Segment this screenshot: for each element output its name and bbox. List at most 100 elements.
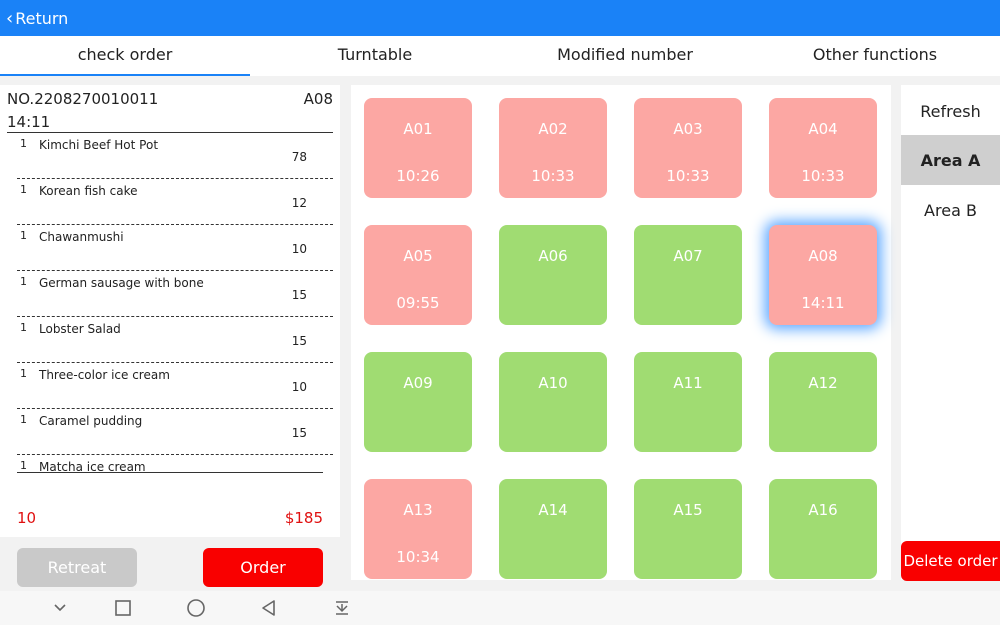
item-price: 15 (291, 288, 307, 302)
table-id: A08 (808, 247, 838, 265)
table-id: A12 (808, 374, 838, 392)
tab-other-functions[interactable]: Other functions (812, 45, 938, 64)
order-item: 1 Caramel pudding 15 (17, 409, 333, 455)
area-a-button[interactable]: Area A (901, 135, 1000, 185)
chevron-left-icon: ‹ (6, 7, 14, 29)
order-item: 1 Lobster Salad 15 (17, 317, 333, 363)
top-bar: ‹ Return (0, 0, 1000, 36)
item-price: 15 (291, 334, 307, 348)
order-item-list[interactable]: 1 Kimchi Beef Hot Pot 78 1 Korean fish c… (17, 133, 333, 473)
table-time: 14:11 (801, 294, 845, 312)
item-price: 78 (291, 150, 307, 164)
table-tile[interactable]: A01 10:26 (364, 98, 472, 198)
table-grid: A01 10:26 A02 10:33 A03 10:33 A04 10:33 … (351, 85, 891, 580)
item-qty: 1 (20, 183, 27, 196)
table-tile[interactable]: A10 (499, 352, 607, 452)
table-id: A05 (403, 247, 433, 265)
table-tile[interactable]: A16 (769, 479, 877, 579)
table-tile[interactable]: A05 09:55 (364, 225, 472, 325)
tab-turntable[interactable]: Turntable (337, 45, 413, 64)
order-item: 1 Korean fish cake 12 (17, 179, 333, 225)
order-panel: NO.2208270010011 A08 14:11 1 Kimchi Beef… (0, 85, 340, 537)
table-tile[interactable]: A03 10:33 (634, 98, 742, 198)
table-tile[interactable]: A08 14:11 (769, 225, 877, 325)
tab-check-order[interactable]: check order (0, 36, 250, 76)
table-time: 09:55 (396, 294, 440, 312)
item-qty: 1 (20, 321, 27, 334)
divider (17, 472, 323, 473)
item-qty: 1 (20, 229, 27, 242)
item-name: German sausage with bone (39, 276, 204, 290)
item-qty: 1 (20, 367, 27, 380)
table-tile[interactable]: A14 (499, 479, 607, 579)
divider (7, 132, 333, 133)
table-time: 10:33 (801, 167, 845, 185)
table-tile[interactable]: A09 (364, 352, 472, 452)
item-price: 15 (291, 426, 307, 440)
item-name: Kimchi Beef Hot Pot (39, 138, 159, 152)
table-tile[interactable]: A11 (634, 352, 742, 452)
table-id: A07 (673, 247, 703, 265)
table-time: 10:34 (396, 548, 440, 566)
order-item: 1 Three-color ice cream 10 (17, 363, 333, 409)
return-label: Return (15, 9, 69, 28)
item-name: Matcha ice cream (39, 460, 146, 473)
home-icon[interactable] (186, 598, 206, 618)
item-qty: 1 (20, 459, 27, 472)
total-amount: $185 (284, 509, 323, 527)
table-tile[interactable]: A06 (499, 225, 607, 325)
table-tile[interactable]: A07 (634, 225, 742, 325)
table-id: A06 (538, 247, 568, 265)
item-price: 12 (291, 196, 307, 210)
order-time: 14:11 (7, 113, 51, 131)
table-id: A14 (538, 501, 568, 519)
order-item: 1 Kimchi Beef Hot Pot 78 (17, 133, 333, 179)
table-tile[interactable]: A15 (634, 479, 742, 579)
item-qty: 1 (20, 275, 27, 288)
table-time: 10:33 (666, 167, 710, 185)
table-tile[interactable]: A04 10:33 (769, 98, 877, 198)
tab-modified-number[interactable]: Modified number (557, 45, 693, 64)
notification-pull-icon[interactable] (332, 598, 352, 618)
item-qty: 1 (20, 137, 27, 150)
item-name: Lobster Salad (39, 322, 121, 336)
item-price: 10 (291, 380, 307, 394)
delete-order-button[interactable]: Delete order (901, 541, 1000, 581)
table-id: A02 (538, 120, 568, 138)
table-id: A16 (808, 501, 838, 519)
table-tile[interactable]: A13 10:34 (364, 479, 472, 579)
table-time: 10:26 (396, 167, 440, 185)
back-icon[interactable] (259, 598, 279, 618)
table-id: A04 (808, 120, 838, 138)
order-item: 1 Matcha ice cream 10 (17, 455, 333, 473)
refresh-button[interactable]: Refresh (920, 101, 981, 121)
item-price: 10 (291, 242, 307, 256)
table-id: A09 (403, 374, 433, 392)
item-name: Caramel pudding (39, 414, 143, 428)
item-name: Chawanmushi (39, 230, 124, 244)
area-side-panel: Refresh Area A Area B (901, 85, 1000, 580)
order-item: 1 German sausage with bone 15 (17, 271, 333, 317)
table-id: A10 (538, 374, 568, 392)
table-id: A01 (403, 120, 433, 138)
chevron-down-icon[interactable] (50, 598, 70, 618)
item-name: Three-color ice cream (39, 368, 170, 382)
table-id: A13 (403, 501, 433, 519)
item-name: Korean fish cake (39, 184, 138, 198)
table-tile[interactable]: A02 10:33 (499, 98, 607, 198)
area-b-button[interactable]: Area B (924, 200, 977, 220)
order-item: 1 Chawanmushi 10 (17, 225, 333, 271)
return-button[interactable]: ‹ Return (6, 9, 68, 28)
retreat-button[interactable]: Retreat (17, 548, 137, 587)
system-nav-bar (0, 591, 1000, 625)
order-number: NO.2208270010011 (7, 90, 159, 108)
total-quantity: 10 (17, 509, 37, 527)
order-table-id: A08 (303, 90, 333, 108)
table-tile[interactable]: A12 (769, 352, 877, 452)
table-id: A03 (673, 120, 703, 138)
tab-bar: check order Turntable Modified number Ot… (0, 36, 1000, 76)
order-button[interactable]: Order (203, 548, 323, 587)
recent-apps-icon[interactable] (113, 598, 133, 618)
table-id: A15 (673, 501, 703, 519)
item-qty: 1 (20, 413, 27, 426)
